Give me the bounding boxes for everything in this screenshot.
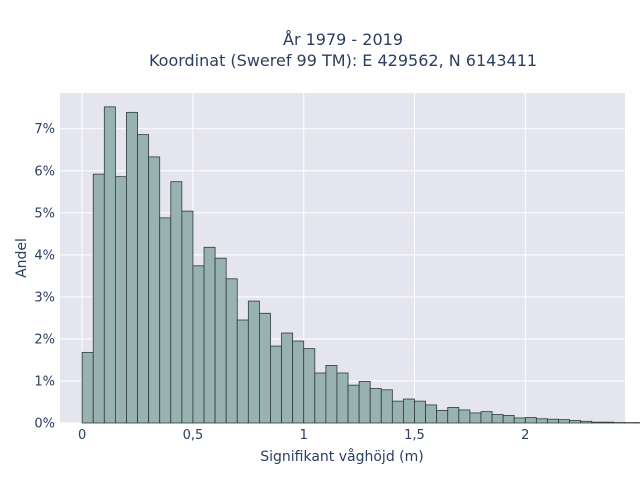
histogram-bar <box>103 106 116 424</box>
y-tick-label: 6% <box>34 164 55 179</box>
histogram-bar <box>458 409 471 424</box>
histogram-bar <box>192 265 205 424</box>
y-tick-label: 4% <box>34 248 55 263</box>
x-tick-label: 0 <box>78 428 86 443</box>
histogram-bar <box>425 404 438 424</box>
histogram-bar <box>535 418 548 424</box>
histogram-bar <box>259 312 271 424</box>
y-tick-label: 3% <box>34 290 55 305</box>
histogram-bar <box>414 400 426 424</box>
histogram-bar <box>480 411 493 424</box>
histogram-bar <box>92 173 105 424</box>
histogram-bar <box>502 415 515 424</box>
histogram-bar <box>491 414 504 424</box>
x-tick-label: 0,5 <box>183 428 204 443</box>
histogram-bar <box>247 300 260 424</box>
chart-title: År 1979 - 2019 <box>283 30 403 49</box>
histogram-bar <box>336 372 349 424</box>
histogram-bar <box>358 380 371 424</box>
histogram-bar <box>137 134 150 424</box>
histogram-bar <box>325 365 338 424</box>
y-tick-label: 0% <box>34 417 55 432</box>
histogram-bar <box>292 340 305 424</box>
histogram-bar <box>114 176 127 424</box>
histogram-bar <box>369 388 382 424</box>
histogram-bar <box>81 351 94 424</box>
histogram-bar <box>225 278 238 424</box>
x-tick-label: 2 <box>521 428 529 443</box>
histogram-bar <box>524 417 537 424</box>
histogram-bar <box>580 420 593 424</box>
x-tick-label: 1 <box>300 428 308 443</box>
x-tick-label: 1,5 <box>404 428 425 443</box>
histogram-bar <box>181 210 194 424</box>
histogram-bar <box>314 372 327 424</box>
histogram-bar <box>547 418 559 424</box>
histogram-bar <box>170 181 183 424</box>
histogram-bar <box>236 319 249 424</box>
histogram-bar <box>380 389 393 424</box>
histogram-bar <box>447 407 460 424</box>
histogram-bar <box>569 420 582 424</box>
histogram-bars <box>81 106 640 424</box>
x-axis-ticks: 0 0,5 1 1,5 2 <box>78 428 529 443</box>
histogram-bar <box>403 398 415 424</box>
histogram-bar <box>270 345 282 424</box>
histogram-bar <box>214 257 227 424</box>
histogram-bar <box>303 348 316 424</box>
histogram-bar <box>602 421 615 424</box>
chart-subtitle: Koordinat (Sweref 99 TM): E 429562, N 61… <box>149 51 537 70</box>
y-axis-title: Andel <box>14 238 30 278</box>
y-tick-label: 7% <box>34 122 55 137</box>
histogram-bar <box>391 400 404 424</box>
histogram-bar <box>203 246 216 424</box>
histogram-bar <box>513 417 526 424</box>
histogram-bar <box>347 384 360 424</box>
histogram-bar <box>436 409 449 424</box>
y-axis-ticks: 0% 1% 2% 3% 4% 5% 6% 7% <box>34 122 55 431</box>
histogram-bar <box>126 111 138 424</box>
histogram-bar <box>558 419 571 424</box>
x-axis-title: Signifikant våghöjd (m) <box>260 448 423 465</box>
histogram-bar <box>281 332 294 424</box>
histogram-bar <box>591 421 604 424</box>
y-tick-label: 2% <box>34 332 55 347</box>
y-tick-label: 1% <box>34 374 55 389</box>
y-tick-label: 5% <box>34 206 55 221</box>
histogram-bar <box>159 217 172 424</box>
histogram-bar <box>148 156 161 424</box>
histogram-bar <box>469 412 482 424</box>
